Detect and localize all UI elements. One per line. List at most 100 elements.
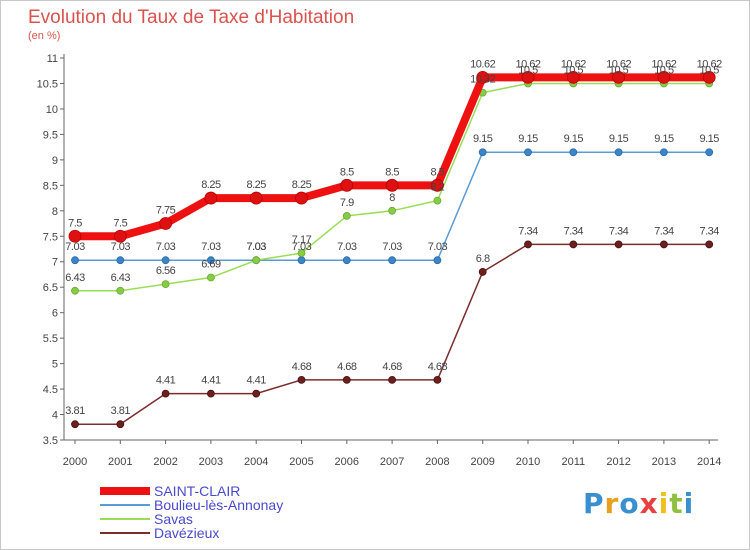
y-tick-label: 7	[52, 257, 58, 269]
x-tick-label: 2010	[516, 456, 540, 468]
y-tick-label: 3.5	[43, 435, 58, 447]
data-point	[660, 148, 668, 157]
data-label: 7.03	[382, 241, 402, 253]
data-label: 7.34	[518, 225, 538, 237]
data-point	[161, 256, 170, 265]
data-label: 8.25	[292, 179, 312, 191]
data-point	[705, 148, 714, 157]
data-point	[476, 70, 490, 84]
data-point	[430, 178, 444, 192]
y-tick-label: 4.5	[43, 384, 58, 396]
logo-letter: i	[658, 487, 670, 520]
data-point	[524, 148, 532, 157]
data-label: 7.03	[65, 241, 85, 253]
data-label: 10.62	[606, 58, 631, 70]
data-point	[342, 375, 351, 384]
data-label: 7.17	[292, 234, 312, 246]
x-tick-label: 2006	[335, 456, 359, 468]
data-label: 9.15	[699, 133, 719, 145]
data-point	[705, 240, 714, 249]
data-point	[297, 256, 306, 265]
data-point	[206, 389, 215, 398]
data-label: 10.62	[515, 58, 540, 70]
logo-letter: P	[583, 487, 605, 520]
plot-area	[64, 54, 718, 440]
data-point	[433, 196, 442, 205]
data-label: 7.03	[428, 241, 448, 253]
data-point	[204, 191, 218, 205]
legend-label: Savas	[154, 511, 193, 527]
x-tick-label: 2009	[470, 456, 494, 468]
data-label: 10.5	[654, 64, 674, 76]
x-tick-label: 2002	[153, 456, 177, 468]
data-label: 4.68	[428, 361, 448, 373]
x-tick-label: 2000	[63, 456, 87, 468]
y-tick-label: 11	[47, 53, 58, 65]
x-tick-label: 2004	[244, 456, 268, 468]
data-label: 10.62	[651, 58, 676, 70]
y-tick-label: 5.5	[43, 333, 58, 345]
logo-letter: o	[619, 487, 640, 520]
data-label: 4.68	[292, 361, 312, 373]
data-point	[252, 256, 261, 265]
data-point	[478, 268, 487, 276]
y-tick-label: 6	[52, 308, 58, 320]
legend-swatch-davezieux	[100, 532, 150, 534]
data-label: 7.9	[340, 197, 354, 209]
y-tick-label: 8.5	[43, 180, 58, 192]
data-point	[116, 420, 125, 429]
data-label: 8.2	[431, 182, 445, 194]
legend-swatch-savas	[100, 518, 150, 520]
data-point	[71, 256, 79, 265]
data-label: 4.41	[201, 375, 221, 387]
data-label: 7.03	[292, 241, 312, 253]
data-point	[385, 178, 399, 192]
data-label: 7.03	[201, 241, 221, 253]
data-label: 8.25	[201, 179, 221, 191]
data-label: 8.5	[340, 166, 354, 178]
x-tick-label: 2013	[652, 456, 676, 468]
data-label: 7.5	[68, 217, 82, 229]
data-point	[68, 229, 82, 243]
data-label: 6.43	[111, 272, 131, 284]
data-label: 7.03	[156, 241, 176, 253]
data-label: 7.34	[609, 225, 629, 237]
data-point	[161, 280, 170, 289]
logo-letter: r	[604, 487, 620, 520]
legend-item-saint-clair: SAINT-CLAIR	[100, 484, 283, 498]
legend-item-boulieu: Boulieu-lès-Annonay	[100, 498, 283, 512]
data-label: 9.15	[473, 133, 493, 145]
logo-letter: t	[669, 487, 684, 520]
data-label: 10.5	[564, 64, 584, 76]
y-tick-label: 10	[46, 104, 58, 116]
data-point	[342, 211, 351, 220]
data-point	[702, 70, 716, 84]
data-point	[612, 70, 625, 84]
data-label: 4.68	[337, 361, 357, 373]
y-tick-label: 7.5	[43, 231, 58, 243]
logo-letter: x	[639, 487, 659, 520]
data-label: 10.32	[470, 74, 495, 86]
data-label: 7.34	[564, 225, 584, 237]
data-point	[297, 375, 306, 384]
data-label: 4.68	[382, 361, 402, 373]
legend-label: Davézieux	[154, 525, 220, 541]
data-label: 9.15	[609, 133, 629, 145]
data-point	[206, 273, 215, 282]
x-tick-label: 2012	[606, 456, 630, 468]
y-tick-label: 9.5	[43, 129, 58, 141]
data-label: 7.75	[156, 205, 176, 217]
chart-subtitle: (en %)	[28, 30, 61, 42]
x-tick-label: 2011	[561, 456, 585, 468]
data-point	[116, 256, 125, 265]
legend-item-savas: Savas	[100, 512, 283, 526]
data-point	[249, 191, 263, 205]
chart-title: Evolution du Taux de Taxe d'Habitation	[28, 7, 355, 28]
data-point	[71, 420, 79, 429]
data-label: 6.43	[65, 272, 85, 284]
data-label: 8	[389, 192, 395, 204]
data-label: 7.03	[246, 241, 266, 253]
data-point	[116, 286, 125, 295]
data-label: 7.5	[113, 217, 127, 229]
